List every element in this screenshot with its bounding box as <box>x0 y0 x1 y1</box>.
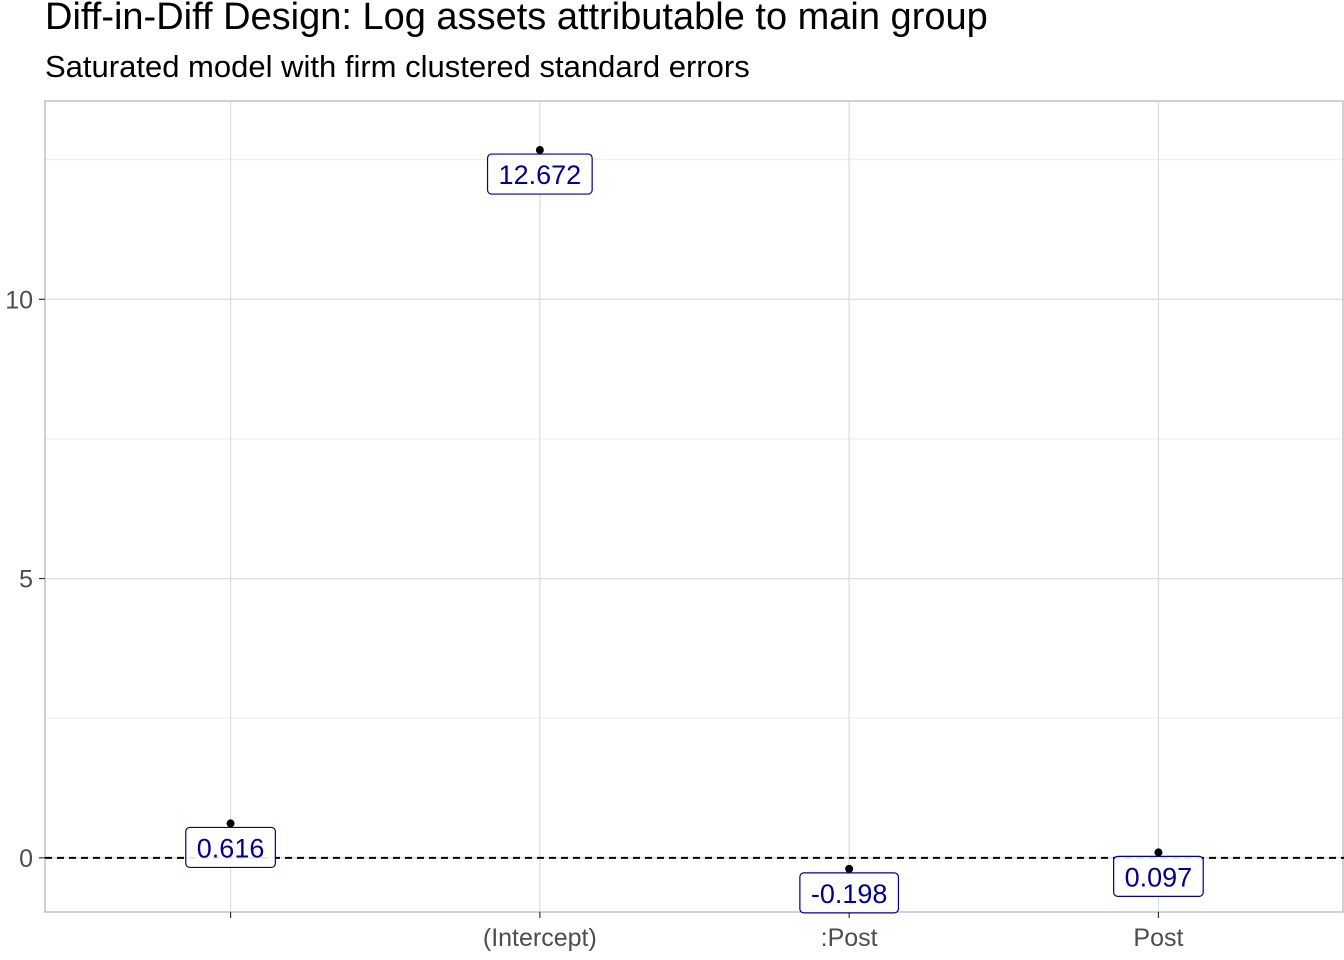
x-tick-label: :Post <box>821 924 878 952</box>
y-tick-label: 5 <box>19 566 33 594</box>
panel-frame <box>44 100 1344 913</box>
coefficient-point <box>845 864 854 873</box>
x-axis-ticks: (Intercept) :Post Post <box>229 912 1183 952</box>
minor-gridlines <box>45 159 1344 719</box>
panel-border <box>44 100 1344 913</box>
coefficient-marks: 0.616 12.672 -0.198 0.097 <box>185 146 1204 914</box>
chart-subtitle: Saturated model with firm clustered stan… <box>45 49 750 84</box>
coefficient-label-box <box>486 153 593 195</box>
x-tick-label: Post <box>1133 924 1183 952</box>
y-tick-label: 0 <box>19 845 33 873</box>
coefficient-point <box>226 819 235 828</box>
coefficient-point <box>535 146 544 155</box>
major-gridlines <box>45 101 1344 912</box>
coefficient-label-box <box>1113 855 1204 898</box>
y-tick-label: 10 <box>5 286 33 314</box>
chart-title: Diff-in-Diff Design: Log assets attribut… <box>45 0 988 38</box>
y-axis-ticks: 0 5 10 <box>5 286 45 873</box>
x-tick-label: (Intercept) <box>483 924 597 952</box>
coefficient-point <box>1154 848 1163 857</box>
coefficient-value-label: 0.616 <box>197 833 265 863</box>
coefficient-label-box <box>799 872 900 914</box>
coefficient-value-label: 12.672 <box>499 160 582 190</box>
coefficient-label-box <box>185 826 276 869</box>
coefficient-value-label: -0.198 <box>811 879 888 909</box>
coefficient-value-label: 0.097 <box>1125 862 1193 892</box>
